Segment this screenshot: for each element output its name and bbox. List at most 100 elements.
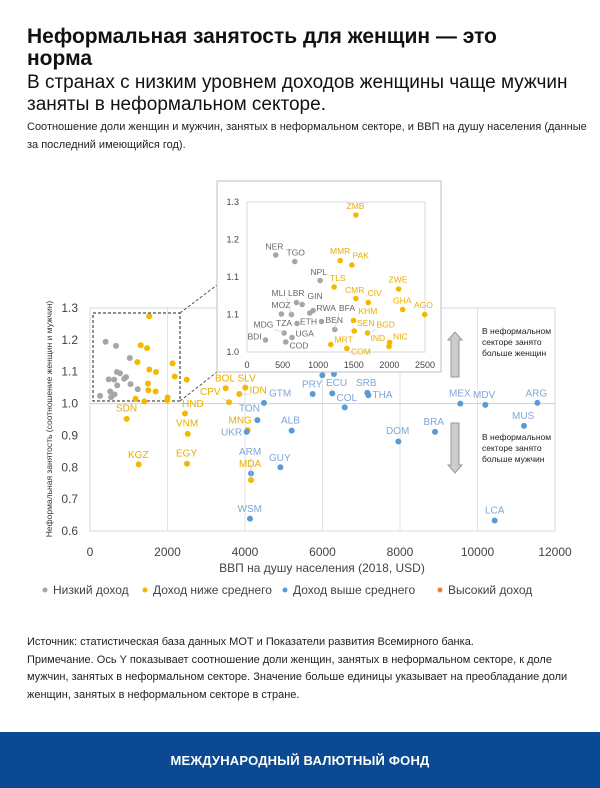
inset-point-npl [317,277,323,284]
data-point-tha [365,392,372,399]
data-point-ind [164,397,171,404]
point-label: ARG [526,389,548,400]
chart-note: Соотношение доли женщин и мужчин, заняты… [27,121,587,151]
data-point-vnm [184,430,191,437]
inset-point-label: MRT [335,335,353,345]
inset-point-label: SEN [357,318,374,328]
data-point-pry [309,391,316,398]
inset-point-label: MOZ [272,300,291,310]
x-tick-label: 8000 [387,545,414,559]
point-label: GUY [269,453,291,464]
point-label: CPV [200,387,221,398]
inset-point-gin [299,301,305,308]
inset-point-ago [421,311,428,318]
data-point-alb [288,427,295,434]
y-tick-label: 0.9 [61,428,78,442]
data-point-npl [126,355,133,362]
inset-point-label: CMR [345,285,364,295]
inset-point-label: BEN [326,315,343,325]
note-text: Примечание. Ось Y показывает соотношение… [27,653,568,701]
inset-point-label: GIN [308,291,323,301]
data-point-mus [521,422,527,429]
y-tick-label: 0.8 [61,460,78,474]
inset-point-ben [318,318,325,325]
point-label: ALB [281,416,300,427]
point-label: DOM [386,426,409,437]
legend-label: Высокий доход [448,583,532,597]
inset-point-label: RWA [317,303,337,313]
legend-label: Низкий доход [53,583,129,597]
inset-point-label: UGA [296,329,315,339]
label-leader-line [286,297,292,315]
data-point-zwe [169,360,176,367]
inset-x-tick-label: 500 [275,360,290,370]
data-point-cod [108,394,115,401]
point-label: MUS [512,411,535,422]
data-point-kgz [135,461,142,468]
arrow-down-icon [446,422,464,474]
inset-point-label: MLI [272,288,286,298]
point-label: BOL [215,374,235,385]
data-point-sen [145,387,152,394]
x-axis-label: ВВП на душу населения (2018, USD) [219,561,425,575]
data-point-mli [111,376,118,383]
data-point-cmr [146,366,153,373]
point-label: MDV [473,390,496,401]
legend-label: Доход ниже среднего [153,583,272,597]
inset-point-tgo [291,258,298,265]
inset-point-label: ZMB [347,201,365,211]
data-point-gha [171,373,178,380]
data-point-dom [395,438,402,445]
source-notes: Источник: статистическая база данных МОТ… [27,634,587,704]
data-point-mmr [137,342,144,349]
inset-plot-frame [246,201,426,353]
data-point-col [341,404,348,411]
legend-label: Доход выше среднего [293,583,416,597]
data-point-eth [121,375,128,382]
point-label: SLV [238,374,256,385]
inset-point-label: IND [371,333,386,343]
point-label: ARM [239,447,261,458]
point-label: MEX [449,389,471,400]
x-tick-label: 4000 [232,545,259,559]
inset-point-label: BFA [339,303,355,313]
y-tick-label: 0.6 [61,524,78,538]
point-label: SDN [116,404,137,415]
chart-title: Неформальная занятость для женщин — это … [27,25,497,70]
inset-point-cod [282,339,289,345]
inset-point-label: BDI [248,332,262,342]
inset-point-label: BGD [377,320,395,330]
point-label: UKR [221,428,242,439]
inset-point-label: NIC [393,332,408,342]
data-point-bol [222,385,229,392]
data-point-bfa [134,386,141,393]
y-axis-label: Неформальная занятость (соотношение женщ… [44,301,54,538]
data-point-hnd [182,410,189,417]
inset-y-tick-label: 1.1 [226,310,239,320]
data-point-egy [183,460,190,467]
inset-point-zmb [353,212,359,218]
inset-point-moz [278,311,285,317]
x-tick-label: 0 [87,545,94,559]
inset-point-com [344,345,350,352]
inset-point-label: CIV [368,288,383,298]
inset-point-civ [365,299,372,306]
legend-marker-high [437,587,443,593]
inset-point-cmr [353,295,359,302]
data-point-com [141,398,148,405]
point-label: COL [337,393,358,404]
inset-y-tick-label: 1.3 [226,197,239,207]
data-point-gin [116,370,123,377]
inset-point-khm [350,317,357,324]
data-point-arg [534,399,541,406]
inset-x-tick-label: 0 [244,360,249,370]
inset-point-label: NPL [311,267,328,277]
source-text: Источник: статистическая база данных МОТ… [27,636,474,648]
data-point-mdv [482,401,489,408]
inset-frame [216,180,442,373]
point-label: KGZ [128,450,149,461]
inset-point-eth [306,310,313,316]
data-point-zmb [146,313,153,320]
inset-point-pak [349,262,355,268]
